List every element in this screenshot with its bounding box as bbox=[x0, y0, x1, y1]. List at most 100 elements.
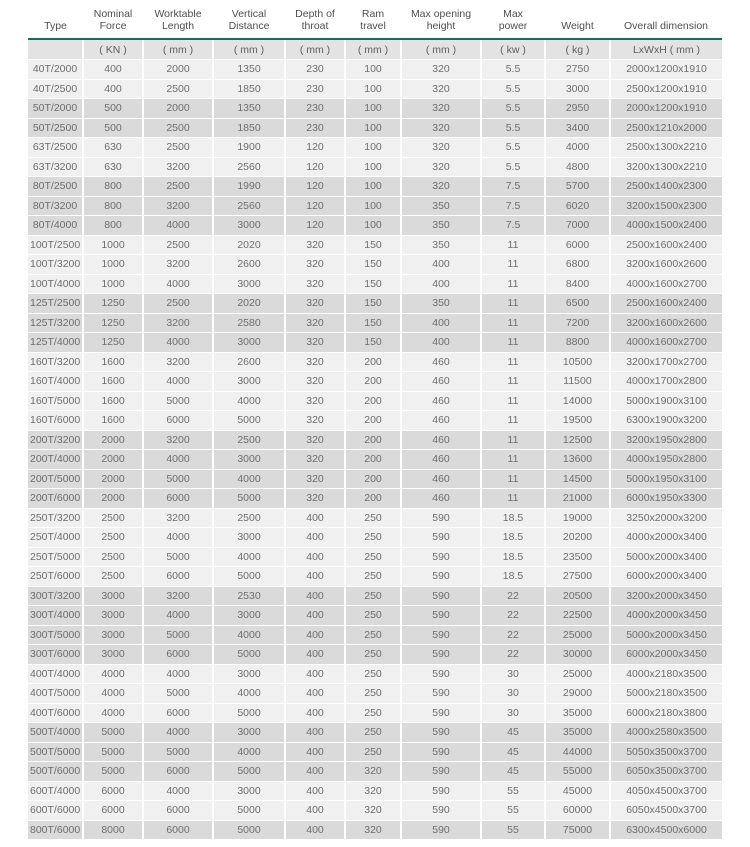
table-cell: 4000 bbox=[143, 371, 214, 392]
table-cell: 60000 bbox=[545, 800, 611, 821]
table-cell: 500 bbox=[83, 98, 144, 119]
table-cell: 320 bbox=[285, 254, 346, 275]
table-cell: 5000x2180x3500 bbox=[610, 683, 722, 704]
table-cell: 30 bbox=[481, 703, 546, 723]
table-row: 80T/2500 800 2500 1990 120 100 320 7.5 5700 2500x… bbox=[28, 176, 722, 197]
table-cell: 6000 bbox=[143, 410, 214, 431]
table-cell: 400 bbox=[285, 605, 346, 626]
table-cell: 29000 bbox=[545, 683, 611, 704]
table-cell: 4000x1600x2700 bbox=[610, 274, 722, 294]
table-cell: 5.5 bbox=[481, 98, 546, 119]
table-cell: 590 bbox=[401, 800, 482, 821]
table-cell: 400 bbox=[285, 644, 346, 665]
table-header: Type Nominal Force Worktable Length Vertica… bbox=[28, 0, 722, 60]
table-row: 40T/2000 400 2000 1350 230 100 320 5.5 2750 2000x… bbox=[28, 59, 722, 80]
table-cell: 5000 bbox=[143, 742, 214, 762]
table-cell: 4000x2000x3450 bbox=[610, 605, 722, 626]
table-cell: 200 bbox=[345, 430, 402, 450]
type-cell: 160T/5000 bbox=[28, 391, 84, 411]
table-cell: 1600 bbox=[83, 352, 144, 372]
table-cell: 3000 bbox=[213, 215, 286, 236]
table-cell: 2500 bbox=[143, 118, 214, 138]
table-cell: 4000 bbox=[213, 547, 286, 567]
table-cell: 8800 bbox=[545, 332, 611, 353]
table-cell: 2500x1600x2400 bbox=[610, 293, 722, 314]
table-cell: 250 bbox=[345, 722, 402, 743]
table-row: 500T/5000 5000 5000 4000 400 250 590 45 44000 505… bbox=[28, 742, 722, 762]
table-cell: 590 bbox=[401, 722, 482, 743]
table-row: 400T/6000 4000 6000 5000 400 250 590 30 35000 600… bbox=[28, 703, 722, 723]
table-cell: 1990 bbox=[213, 176, 286, 197]
table-cell: 230 bbox=[285, 79, 346, 99]
table-cell: 400 bbox=[285, 566, 346, 587]
table-cell: 1250 bbox=[83, 332, 144, 353]
table-cell: 6300x1900x3200 bbox=[610, 410, 722, 431]
table-cell: 320 bbox=[345, 800, 402, 821]
table-row: 200T/5000 2000 5000 4000 320 200 460 11 14500 500… bbox=[28, 469, 722, 489]
type-cell: 250T/4000 bbox=[28, 527, 84, 548]
table-cell: 4000x2580x3500 bbox=[610, 722, 722, 743]
table-cell: 100 bbox=[345, 196, 402, 216]
table-cell: 5000 bbox=[143, 683, 214, 704]
table-cell: 100 bbox=[345, 59, 402, 80]
table-cell: 55 bbox=[481, 820, 546, 840]
table-cell: 18.5 bbox=[481, 547, 546, 567]
table-cell: 5000 bbox=[83, 761, 144, 782]
table-cell: 45 bbox=[481, 742, 546, 762]
table-cell: 1250 bbox=[83, 313, 144, 333]
table-cell: 5000 bbox=[143, 547, 214, 567]
table-cell: 400 bbox=[285, 527, 346, 548]
table-cell: 590 bbox=[401, 547, 482, 567]
type-cell: 63T/2500 bbox=[28, 137, 84, 158]
table-cell: 460 bbox=[401, 391, 482, 411]
table-cell: 320 bbox=[285, 352, 346, 372]
table-cell: 400 bbox=[285, 820, 346, 840]
table-cell: 150 bbox=[345, 293, 402, 314]
type-cell: 250T/6000 bbox=[28, 566, 84, 587]
table-cell: 2500 bbox=[143, 79, 214, 99]
table-cell: 3000 bbox=[213, 605, 286, 626]
table-cell: 3000 bbox=[213, 527, 286, 548]
table-cell: 320 bbox=[401, 157, 482, 177]
table-cell: 5000 bbox=[213, 488, 286, 509]
table-cell: 45000 bbox=[545, 781, 611, 801]
table-cell: 1250 bbox=[83, 293, 144, 314]
table-row: 160T/3200 1600 3200 2600 320 200 460 11 10500 320… bbox=[28, 352, 722, 372]
table-cell: 4000x1950x2800 bbox=[610, 449, 722, 470]
table-row: 400T/5000 4000 5000 4000 400 250 590 30 29000 500… bbox=[28, 683, 722, 704]
table-cell: 5700 bbox=[545, 176, 611, 197]
table-cell: 2000x1200x1910 bbox=[610, 59, 722, 80]
table-cell: 2500 bbox=[143, 293, 214, 314]
table-cell: 3000 bbox=[213, 274, 286, 294]
table-cell: 3200 bbox=[143, 508, 214, 528]
table-row: 600T/6000 6000 6000 5000 400 320 590 55 60000 605… bbox=[28, 800, 722, 821]
table-cell: 11 bbox=[481, 430, 546, 450]
table-cell: 100 bbox=[345, 98, 402, 119]
table-cell: 2020 bbox=[213, 235, 286, 255]
table-row: 400T/4000 4000 4000 3000 400 250 590 30 25000 400… bbox=[28, 664, 722, 684]
table-row: 300T/6000 3000 6000 5000 400 250 590 22 30000 600… bbox=[28, 644, 722, 665]
type-cell: 400T/4000 bbox=[28, 664, 84, 684]
table-cell: 400 bbox=[285, 703, 346, 723]
table-cell: 2500x1600x2400 bbox=[610, 235, 722, 255]
table-cell: 12500 bbox=[545, 430, 611, 450]
table-cell: 3200x1500x2300 bbox=[610, 196, 722, 216]
column-unit-max-power: ( kw ) bbox=[481, 39, 546, 60]
table-cell: 6050x3500x3700 bbox=[610, 761, 722, 782]
table-row: 50T/2000 500 2000 1350 230 100 320 5.5 2950 2000x… bbox=[28, 98, 722, 119]
table-row: 100T/3200 1000 3200 2600 320 150 400 11 6800 3200… bbox=[28, 254, 722, 275]
table-cell: 1000 bbox=[83, 274, 144, 294]
table-body: 40T/2000 400 2000 1350 230 100 320 5.5 2750 2000x… bbox=[28, 59, 722, 840]
column-unit-worktable-length: ( mm ) bbox=[143, 39, 214, 60]
table-cell: 25000 bbox=[545, 664, 611, 684]
table-cell: 23500 bbox=[545, 547, 611, 567]
table-cell: 1850 bbox=[213, 79, 286, 99]
table-cell: 1600 bbox=[83, 391, 144, 411]
table-cell: 590 bbox=[401, 644, 482, 665]
table-row: 500T/6000 5000 6000 5000 400 320 590 45 55000 605… bbox=[28, 761, 722, 782]
press-spec-table: Type Nominal Force Worktable Length Vertica… bbox=[28, 0, 722, 840]
table-cell: 75000 bbox=[545, 820, 611, 840]
table-cell: 2560 bbox=[213, 196, 286, 216]
table-cell: 5000 bbox=[213, 703, 286, 723]
